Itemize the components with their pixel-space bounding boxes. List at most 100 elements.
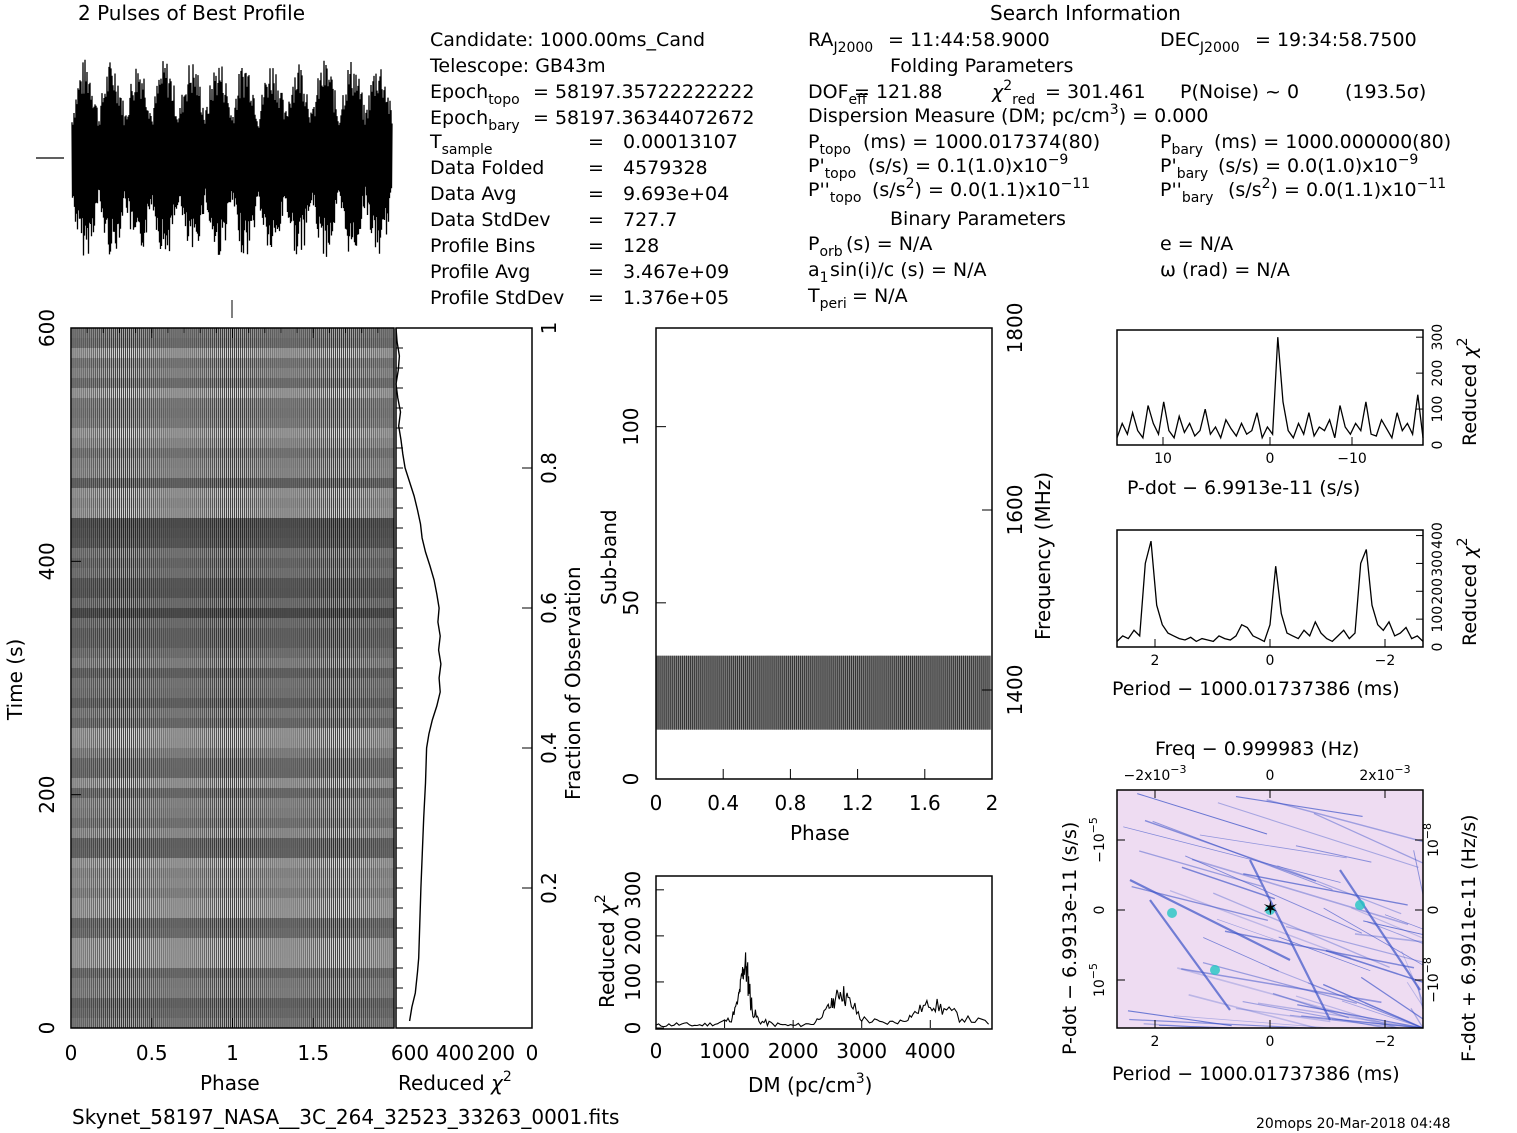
- pp-streak: [1307, 982, 1424, 1029]
- pp-exp: −3: [1394, 763, 1410, 776]
- chi2-time-plot: 600 400 200 0 0.2 0.4 0.6 0.8 1 Reduced χ2 Fract…: [391, 322, 585, 1095]
- time-phase-ylabel: Time (s): [3, 639, 27, 721]
- info-eq: =: [588, 183, 604, 205]
- pp-streak: [1325, 949, 1424, 983]
- chi2-red-label: χ2red: [991, 78, 1035, 108]
- dm-xtick-label: 3000: [836, 1039, 887, 1063]
- dm-xtick-label: 4000: [905, 1039, 956, 1063]
- dm-xtick-label: 0: [650, 1039, 663, 1063]
- pp-exp: −5: [1087, 963, 1100, 979]
- info-value: 9.693e+04: [623, 183, 729, 205]
- pp-exp: −3: [1170, 763, 1186, 776]
- pp-streak: [1202, 962, 1357, 1004]
- pp-top-tick-label: 0: [1266, 768, 1275, 784]
- pp-ridge: [1249, 859, 1331, 1021]
- info-label: Profile StdDev: [430, 287, 564, 309]
- pp-streak: [1295, 995, 1399, 1029]
- pp-streak: [1350, 907, 1424, 939]
- pulse-profile-plot: [36, 59, 393, 257]
- p-pdot-xlabel: Period − 1000.01737386 (ms): [1112, 1063, 1400, 1085]
- pp-rtick-label: 10−8: [1421, 823, 1442, 857]
- frequency-label: Frequency (MHz): [1031, 472, 1055, 640]
- pp-streak: [1266, 799, 1424, 843]
- tp-xtick-label: 1.5: [297, 1041, 329, 1065]
- ct-xtick-label: 0: [526, 1041, 539, 1065]
- pp-streak: [1257, 1002, 1420, 1029]
- p-pdot-right-label: F-dot + 6.9911e-11 (Hz/s): [1458, 814, 1480, 1062]
- dm-ytick-label: 300: [621, 871, 645, 909]
- tp-xtick-label: 0: [65, 1041, 78, 1065]
- sb-ytick-label: 50: [619, 590, 643, 615]
- pddot-bary-label: P''bary: [1160, 179, 1213, 206]
- info-value: 3.467e+09: [623, 261, 729, 283]
- small-xtick-label: 0: [1266, 653, 1275, 669]
- pddot-topo-label: P''topo: [808, 179, 861, 206]
- pdot-topo-value: (s/s) = 0.1(1.0)x10−9: [868, 152, 1068, 177]
- pp-streak: [1401, 951, 1424, 1002]
- pddot-topo-value: (s/s2) = 0.0(1.1)x10−11: [872, 176, 1090, 201]
- small-ytick-label: 200: [1430, 360, 1446, 387]
- telescope-text: Telescope: GB43m: [429, 55, 606, 77]
- pp-exp: −5: [1087, 817, 1100, 833]
- small-xtick-label: 2: [1151, 653, 1160, 669]
- pp-streak: [1152, 820, 1333, 891]
- pp-hotspot: [1167, 908, 1177, 918]
- pp-streak: [1235, 796, 1363, 817]
- pp-streak: [1277, 865, 1402, 915]
- pp-streak: [1354, 933, 1424, 943]
- pdot-bary-value: (s/s) = 0.0(1.0)x10−9: [1218, 152, 1418, 177]
- pp-streak: [1243, 873, 1408, 906]
- pp-streak: [1188, 994, 1317, 1029]
- tsample-eq: =: [588, 131, 604, 153]
- pp-xtick-label: −2: [1375, 1034, 1396, 1050]
- pp-streak: [1297, 1004, 1424, 1029]
- pp-hotspot: [1265, 905, 1275, 915]
- pdot-topo-label: P'topo: [808, 155, 856, 182]
- ct-xtick-label: 200: [477, 1041, 515, 1065]
- profile-title: 2 Pulses of Best Profile: [78, 1, 305, 25]
- p-pdot-plot: ✶ 2 0 −2 −2x10−3 0 2x10−3 −10−5 0 10−5 10−8 0 −10−8…: [1059, 738, 1480, 1085]
- asini-value: sin(i)/c (s) = N/A: [830, 259, 987, 281]
- fraction-obs-label: Fraction of Observation: [561, 566, 585, 800]
- pp-streak: [1173, 1015, 1332, 1029]
- p-pdot-title: Freq − 0.999983 (Hz): [1155, 738, 1359, 760]
- best-point-marker: ✶: [1262, 896, 1279, 920]
- small-ytick-label: 300: [1430, 324, 1446, 351]
- pp-hotspot: [1210, 965, 1220, 975]
- binary-params-heading: Binary Parameters: [890, 208, 1066, 230]
- pp-top-tick-label: −2x10−3: [1124, 763, 1187, 784]
- pp-ytick-label: 0: [1092, 906, 1108, 915]
- ra-value: = 11:44:58.9000: [888, 29, 1050, 51]
- asini-label: a1: [808, 259, 829, 286]
- time-phase-xlabel: Phase: [200, 1071, 260, 1095]
- footer-filename: Skynet_58197_NASA__3C_264_32523_33263_00…: [72, 1105, 619, 1129]
- pp-streak: [1203, 937, 1279, 972]
- pp-streak: [1331, 1018, 1424, 1029]
- porb-value: (s) = N/A: [846, 233, 932, 255]
- small-ytick-label: 0: [1430, 643, 1446, 652]
- dof-label: DOFeff: [808, 81, 867, 108]
- pp-streak: [1322, 983, 1424, 1029]
- pp-streak: [1217, 802, 1419, 868]
- frequency-tick-label: 1600: [1003, 485, 1027, 536]
- tp-xtick-label: 0.5: [136, 1041, 168, 1065]
- sb-ytick-label: 100: [619, 408, 643, 446]
- info-eq: =: [588, 261, 604, 283]
- pdot-xlabel: P-dot − 6.9913e-11 (s/s): [1127, 477, 1360, 499]
- info-eq: =: [588, 287, 604, 309]
- info-value: 1.376e+05: [623, 287, 729, 309]
- pp-streak: [1191, 858, 1409, 926]
- pp-streak: [1301, 1015, 1424, 1029]
- info-label: Profile Avg: [430, 261, 530, 283]
- dec-label: DECJ2000: [1160, 29, 1240, 56]
- pp-streak: [1278, 936, 1371, 972]
- pdot-ylabel: Reduced χ2: [1455, 337, 1481, 446]
- pp-xtick-label: 2: [1151, 1034, 1160, 1050]
- pbary-value: (ms) = 1000.000000(80): [1214, 131, 1451, 153]
- fraction-tick-label: 0.2: [537, 872, 561, 904]
- pp-streak: [1289, 1014, 1401, 1029]
- pp-streak: [1169, 890, 1352, 959]
- small-ytick-label: 300: [1430, 550, 1446, 577]
